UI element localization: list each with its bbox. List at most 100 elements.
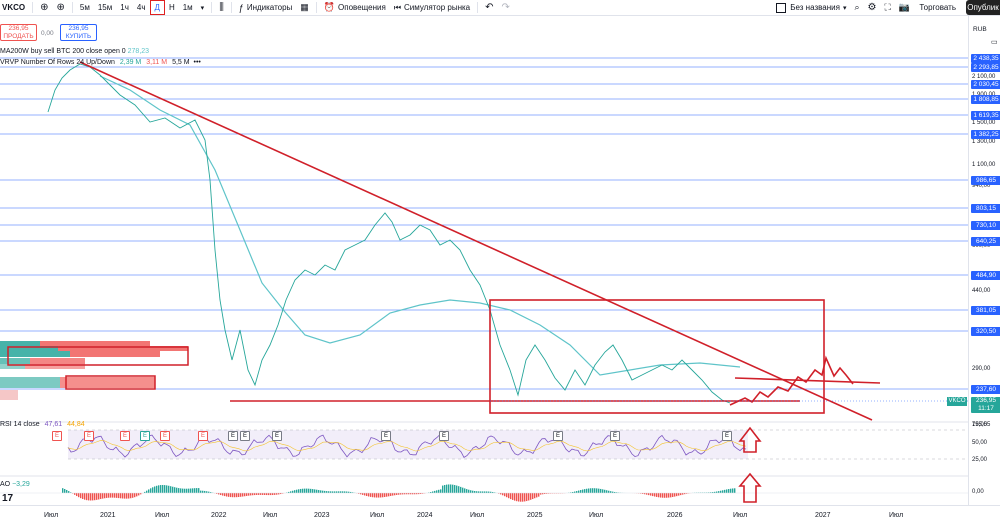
price-tick: 1 500,00 <box>972 120 995 126</box>
earnings-event-marker[interactable]: E <box>52 431 62 441</box>
ao-bar <box>116 493 117 498</box>
ao-bar <box>380 493 381 497</box>
ao-bar <box>590 488 591 493</box>
ao-bar <box>366 493 367 496</box>
search-icon[interactable]: ⌕ <box>850 0 863 15</box>
earnings-event-marker[interactable]: E <box>381 431 391 441</box>
ao-bar <box>436 490 437 493</box>
ao-bar <box>306 489 307 493</box>
time-tick: 2022 <box>211 512 227 519</box>
indicators-button[interactable]: ƒ Индикаторы <box>235 0 297 15</box>
earnings-event-marker[interactable]: E <box>84 431 94 441</box>
axis-settings-icon[interactable]: ▭ <box>991 38 998 46</box>
ao-bar <box>292 491 293 493</box>
ao-bar <box>64 489 65 493</box>
ao-bar <box>146 491 147 493</box>
templates-icon[interactable]: ▦ <box>296 0 313 15</box>
alert-button[interactable]: ⏰ Оповещения <box>320 0 390 15</box>
ao-bar <box>384 493 385 497</box>
level-badge: 1 382,25 <box>971 130 1000 139</box>
earnings-event-marker[interactable]: E <box>240 431 250 441</box>
ao-bar <box>78 493 79 497</box>
ao-bar <box>324 491 325 493</box>
publish-button[interactable]: Опублик <box>966 0 1000 15</box>
ao-bar <box>394 493 395 495</box>
ao-bar <box>390 493 391 496</box>
ao-bar <box>504 493 505 496</box>
earnings-event-marker[interactable]: E <box>120 431 130 441</box>
symbol-search[interactable]: VKCO <box>0 0 29 15</box>
compare-icon[interactable]: ⊕ <box>53 0 69 15</box>
ao-bar <box>530 493 531 500</box>
ao-bar <box>734 488 735 493</box>
ao-bar <box>442 486 443 493</box>
ao-bar <box>310 489 311 493</box>
ao-bar <box>468 490 469 493</box>
ao-bar <box>464 488 465 493</box>
tf-month[interactable]: 1м <box>179 0 197 15</box>
ao-bar <box>596 488 597 493</box>
earnings-event-marker[interactable]: E <box>228 431 238 441</box>
rsi-legend[interactable]: RSI 14 close 47,61 44,84 <box>0 421 85 428</box>
candles-icon[interactable]: ⫼ <box>215 0 228 15</box>
ao-bar <box>318 490 319 493</box>
earnings-event-marker[interactable]: E <box>160 431 170 441</box>
undo-icon[interactable]: ↶ <box>481 0 497 15</box>
earnings-event-marker[interactable]: E <box>610 431 620 441</box>
layout-menu[interactable]: Без названия ▾ <box>772 0 850 15</box>
ao-bar <box>224 493 225 496</box>
tf-day[interactable]: Д <box>150 0 165 15</box>
divider <box>211 2 212 13</box>
ao-bar <box>602 489 603 493</box>
ao-bar <box>584 489 585 493</box>
ao-bar <box>672 493 673 497</box>
ao-bar <box>322 491 323 493</box>
trade-button[interactable]: Торговать <box>919 0 956 15</box>
tf-1h[interactable]: 1ч <box>116 0 133 15</box>
ao-bar <box>240 493 241 497</box>
add-symbol-icon[interactable]: ⊕ <box>36 0 52 15</box>
time-tick: Июл <box>370 512 384 519</box>
earnings-event-marker[interactable]: E <box>553 431 563 441</box>
earnings-event-marker[interactable]: E <box>198 431 208 441</box>
ao-bar <box>524 493 525 501</box>
redo-icon[interactable]: ↷ <box>498 0 514 15</box>
ao-bar <box>510 493 511 499</box>
ao-bar <box>160 485 161 493</box>
level-badge: 1 619,35 <box>971 111 1000 120</box>
ao-bar <box>676 493 677 496</box>
gear-icon[interactable]: ⚙ <box>864 0 881 15</box>
ma-legend[interactable]: MA200W buy sell BTC 200 close open 0 278… <box>0 48 149 55</box>
ao-bar <box>248 493 249 496</box>
earnings-event-marker[interactable]: E <box>722 431 732 441</box>
ao-bar <box>120 493 121 498</box>
tf-15m[interactable]: 15м <box>94 0 116 15</box>
vrvp-legend[interactable]: VRVP Number Of Rows 24 Up/Down 2,39 M 3,… <box>0 59 201 66</box>
earnings-event-marker[interactable]: E <box>272 431 282 441</box>
rsi-tick: 50,00 <box>972 440 987 446</box>
range-box[interactable] <box>490 300 824 413</box>
ao-bar <box>666 493 667 498</box>
price-levels <box>0 58 968 389</box>
divider <box>32 2 33 13</box>
level-badge: 2 293,85 <box>971 63 1000 72</box>
replay-button[interactable]: ⏮ Симулятор рынка <box>390 0 474 15</box>
level-badge: 1 808,85 <box>971 95 1000 104</box>
price-axis[interactable]: RUB ▭ 2 100,001 900,001 500,001 300,001 … <box>968 16 1000 505</box>
earnings-event-marker[interactable]: E <box>439 431 449 441</box>
ao-legend[interactable]: AO −3,29 <box>0 481 30 488</box>
tf-5m[interactable]: 5м <box>76 0 94 15</box>
volume-profile <box>0 341 188 400</box>
tf-week[interactable]: Н <box>165 0 179 15</box>
ao-tick: 0,00 <box>972 489 984 495</box>
camera-icon[interactable]: 📷 <box>895 0 914 15</box>
chevron-down-icon[interactable]: ▾ <box>197 0 209 15</box>
fullscreen-icon[interactable]: ⛶ <box>880 0 894 15</box>
earnings-event-marker[interactable]: E <box>140 431 150 441</box>
ao-bar <box>720 491 721 493</box>
tf-4h[interactable]: 4ч <box>133 0 150 15</box>
ao-bar <box>296 490 297 493</box>
